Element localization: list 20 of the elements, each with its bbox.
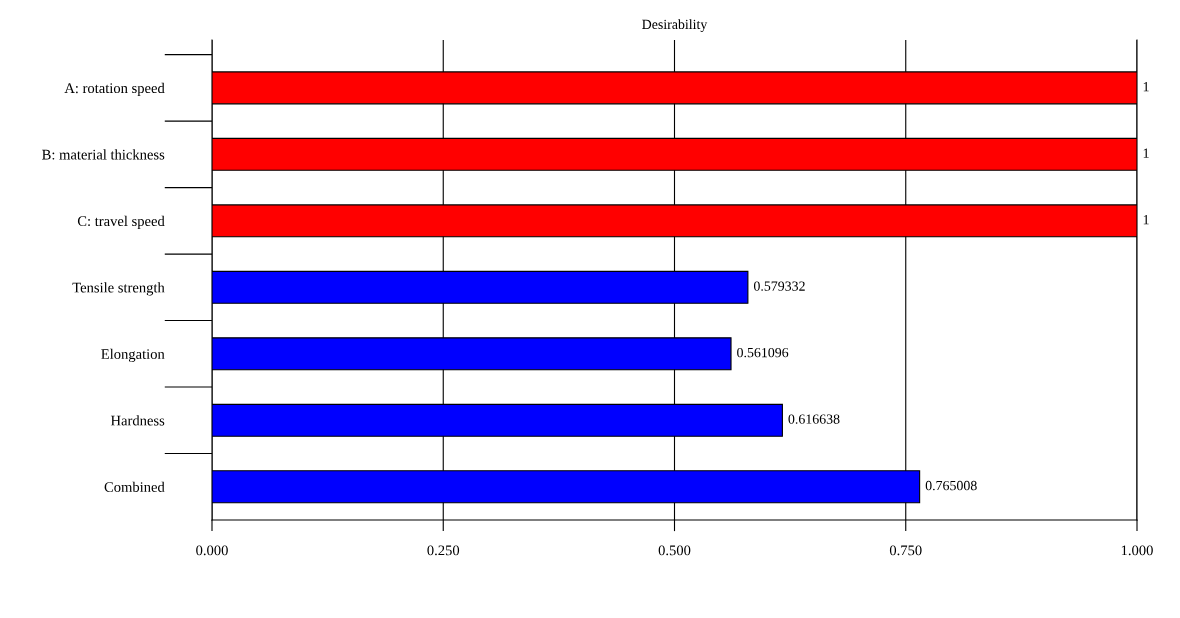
y-tick-label: Combined xyxy=(104,481,165,492)
data-label: 0.561096 xyxy=(737,347,789,358)
y-tick-label: Hardness xyxy=(110,415,165,426)
y-tick-label: Tensile strength xyxy=(72,282,165,296)
data-label: 1 xyxy=(1143,148,1149,158)
y-tick-label: A: rotation speed xyxy=(64,82,165,97)
x-tick-label: 1.000 xyxy=(1121,545,1153,556)
x-tick-label: 0.000 xyxy=(196,545,228,556)
data-label: 1 xyxy=(1143,82,1149,92)
y-tick-label: Elongation xyxy=(101,348,165,362)
x-tick-label: 0.500 xyxy=(658,545,691,556)
x-tick-label: 0.250 xyxy=(427,545,460,556)
chart-title: Desirability xyxy=(642,19,708,32)
y-tick-label: C: travel speed xyxy=(77,215,165,229)
data-label: 1 xyxy=(1143,215,1149,225)
data-label: 0.765008 xyxy=(925,480,977,491)
data-label: 0.616638 xyxy=(788,414,840,424)
data-label: 0.579332 xyxy=(753,281,805,291)
y-tick-label: B: material thickness xyxy=(42,149,165,160)
x-tick-label: 0.750 xyxy=(889,545,922,556)
